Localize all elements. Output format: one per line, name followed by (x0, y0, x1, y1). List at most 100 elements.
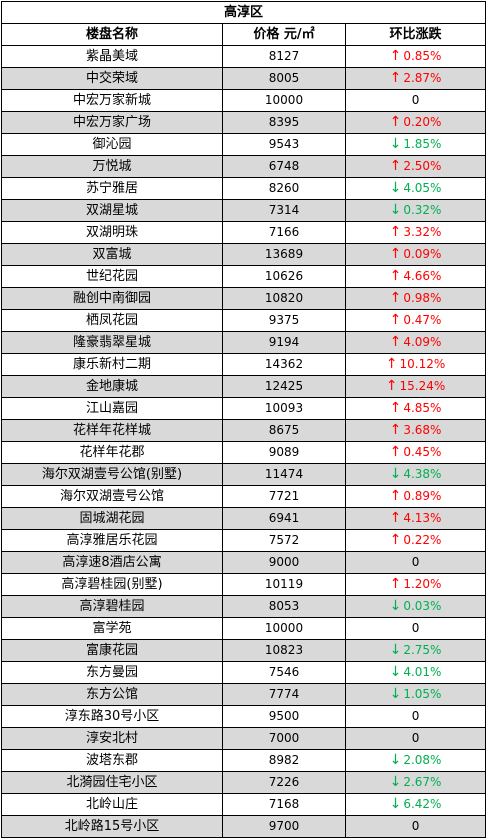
arrow-up-icon: ↑ (389, 268, 402, 284)
arrow-down-icon: ↓ (389, 202, 402, 218)
price-cell: 8675 (222, 419, 346, 442)
arrow-up-icon: ↑ (389, 224, 402, 240)
arrow-up-icon: ↑ (389, 334, 402, 350)
arrow-up-icon: ↑ (389, 246, 402, 262)
price-cell: 8982 (222, 749, 346, 772)
change-value: 4.66% (403, 269, 442, 283)
change-value: 10.12% (399, 357, 446, 371)
change-value: 0.03% (403, 599, 442, 613)
arrow-up-icon: ↑ (385, 356, 398, 372)
arrow-up-icon: ↑ (389, 532, 402, 548)
price-cell: 12425 (222, 375, 346, 398)
price-cell: 9500 (222, 705, 346, 728)
property-name-cell: 双湖星城 (1, 199, 223, 222)
arrow-up-icon: ↑ (389, 290, 402, 306)
change-value: 4.09% (403, 335, 442, 349)
price-cell: 9000 (222, 551, 346, 574)
property-name-cell: 北漪园住宅小区 (1, 771, 223, 794)
change-value: 2.08% (403, 753, 442, 767)
change-cell: ↑ 4.09% (344, 331, 486, 354)
arrow-up-icon: ↑ (389, 48, 402, 64)
price-cell: 7000 (222, 727, 346, 750)
property-name-cell: 海尔双湖壹号公馆 (1, 485, 223, 508)
property-name-cell: 波塔东郡 (1, 749, 223, 772)
change-cell: ↑ 0.98% (344, 287, 486, 310)
price-cell: 9194 (222, 331, 346, 354)
property-name-cell: 固城湖花园 (1, 507, 223, 530)
table-row: 高淳雅居乐花园 7572 ↑ 0.22% (1, 529, 486, 552)
property-name-cell: 北岭路15号小区 (1, 815, 223, 838)
change-cell: ↑ 0.47% (344, 309, 486, 332)
table-row: 万悦城 6748 ↑ 2.50% (1, 155, 486, 178)
change-cell: ↑ 0.85% (344, 45, 486, 68)
change-cell: ↓ 2.67% (344, 771, 486, 794)
change-value: 0.20% (403, 115, 442, 129)
change-cell: ↓ 1.85% (344, 133, 486, 156)
price-cell: 14362 (222, 353, 346, 376)
price-cell: 10000 (222, 89, 346, 112)
table-row: 紫晶美域 8127 ↑ 0.85% (1, 45, 486, 68)
change-value: 2.75% (403, 643, 442, 657)
price-cell: 6941 (222, 507, 346, 530)
price-cell: 10820 (222, 287, 346, 310)
change-value: 0.22% (403, 533, 442, 547)
property-name-cell: 富康花园 (1, 639, 223, 662)
table-row: 世纪花园 10626 ↑ 4.66% (1, 265, 486, 288)
change-value: 1.05% (403, 687, 442, 701)
property-name-cell: 花样年花郡 (1, 441, 223, 464)
change-value: 0 (411, 709, 420, 723)
property-name-cell: 东方公馆 (1, 683, 223, 706)
property-name-cell: 江山嘉园 (1, 397, 223, 420)
property-name-cell: 高淳速8酒店公寓 (1, 551, 223, 574)
property-name-cell: 高淳碧桂园(别墅) (1, 573, 223, 596)
column-header-price: 价格 元/㎡ (222, 23, 346, 46)
change-value: 0.32% (403, 203, 442, 217)
property-name-cell: 万悦城 (1, 155, 223, 178)
price-cell: 8260 (222, 177, 346, 200)
table-row: 中交荣域 8005 ↑ 2.87% (1, 67, 486, 90)
change-value: 4.05% (403, 181, 442, 195)
table-row: 双湖星城 7314 ↓ 0.32% (1, 199, 486, 222)
change-cell: ↑ 4.66% (344, 265, 486, 288)
arrow-down-icon: ↓ (389, 642, 402, 658)
price-cell: 10000 (222, 617, 346, 640)
change-cell: 0 (344, 89, 486, 112)
change-value: 15.24% (399, 379, 446, 393)
change-cell: ↑ 1.20% (344, 573, 486, 596)
price-cell: 8395 (222, 111, 346, 134)
price-cell: 9700 (222, 815, 346, 838)
change-cell: ↓ 6.42% (344, 793, 486, 816)
arrow-up-icon: ↑ (389, 510, 402, 526)
change-cell: 0 (344, 815, 486, 838)
arrow-down-icon: ↓ (389, 664, 402, 680)
property-name-cell: 中宏万家广场 (1, 111, 223, 134)
property-name-cell: 栖凤花园 (1, 309, 223, 332)
change-value: 4.85% (403, 401, 442, 415)
change-cell: ↑ 15.24% (344, 375, 486, 398)
price-cell: 7314 (222, 199, 346, 222)
change-cell: 0 (344, 727, 486, 750)
table-row: 海尔双湖壹号公馆(别墅) 11474 ↓ 4.38% (1, 463, 486, 486)
change-value: 3.32% (403, 225, 442, 239)
change-cell: ↑ 10.12% (344, 353, 486, 376)
table-row: 隆豪翡翠星城 9194 ↑ 4.09% (1, 331, 486, 354)
arrow-down-icon: ↓ (389, 796, 402, 812)
price-cell: 10626 (222, 265, 346, 288)
change-cell: 0 (344, 551, 486, 574)
table-row: 富康花园 10823 ↓ 2.75% (1, 639, 486, 662)
district-title: 高淳区 (0, 1, 486, 24)
change-cell: 0 (344, 617, 486, 640)
change-value: 0.45% (403, 445, 442, 459)
change-value: 0.89% (403, 489, 442, 503)
change-cell: ↑ 0.45% (344, 441, 486, 464)
change-cell: ↑ 0.22% (344, 529, 486, 552)
table-row: 双湖明珠 7166 ↑ 3.32% (1, 221, 486, 244)
property-name-cell: 融创中南御园 (1, 287, 223, 310)
price-cell: 11474 (222, 463, 346, 486)
property-name-cell: 隆豪翡翠星城 (1, 331, 223, 354)
property-name-cell: 淳东路30号小区 (1, 705, 223, 728)
change-value: 0.47% (403, 313, 442, 327)
price-cell: 7546 (222, 661, 346, 684)
table-row: 金地康城 12425 ↑ 15.24% (1, 375, 486, 398)
